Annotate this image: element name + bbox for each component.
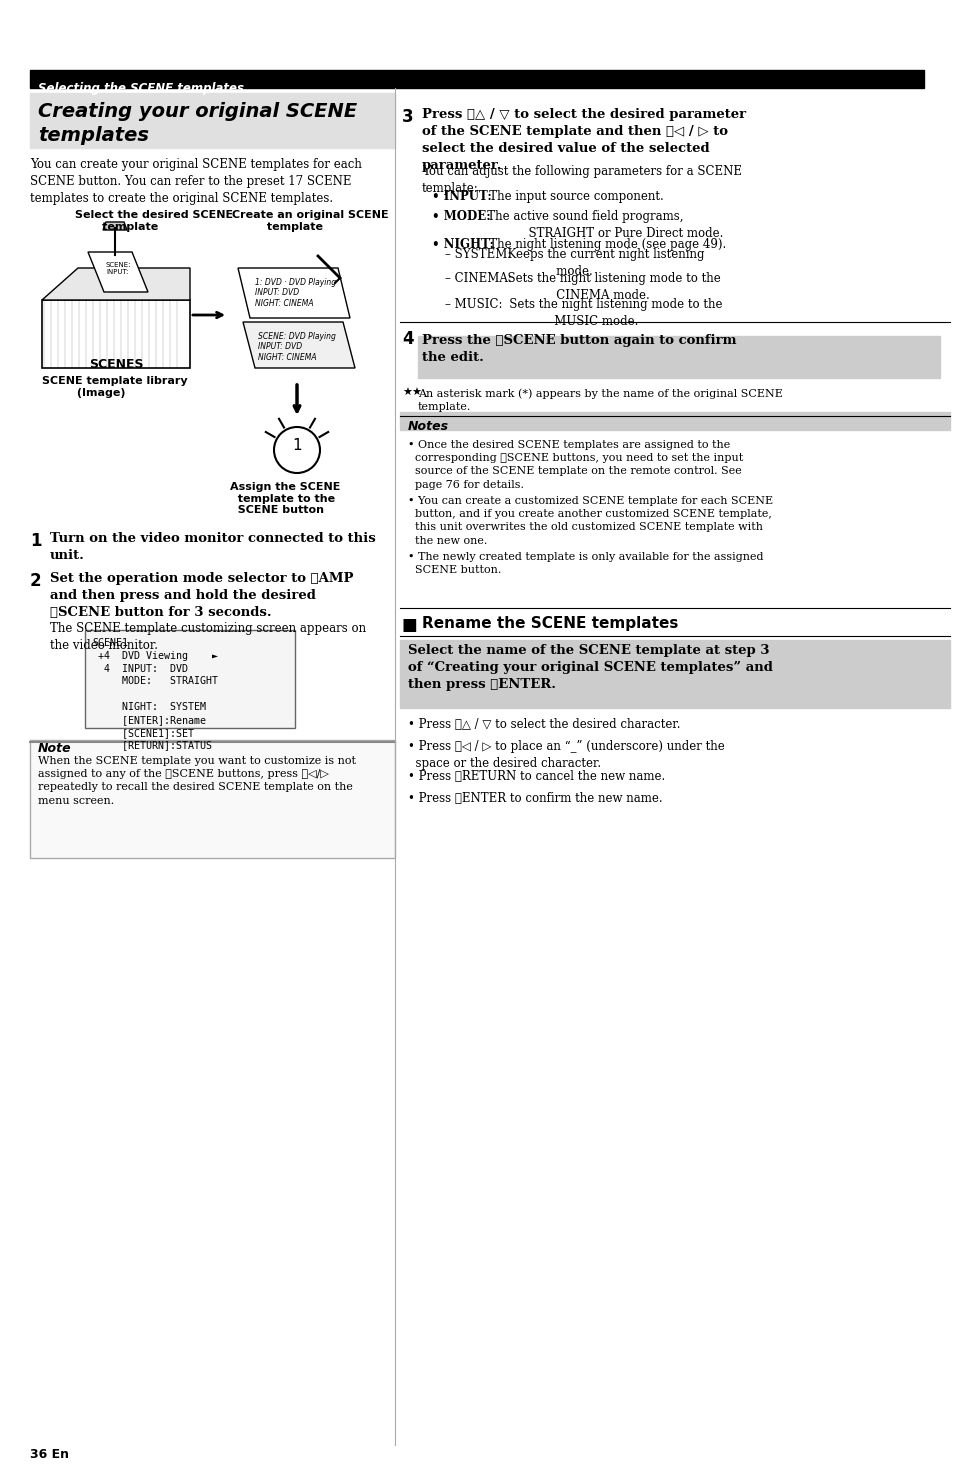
Bar [42,300,190,368]
Text: 4: 4 [401,330,414,349]
Text: You can adjust the following parameters for a SCENE
template:: You can adjust the following parameters … [421,166,741,195]
Bar [85,630,294,728]
Text: SCENE: DVD Playing
INPUT: DVD
NIGHT: CINEMA: SCENE: DVD Playing INPUT: DVD NIGHT: CIN… [257,333,335,362]
Text: Rename the SCENE templates: Rename the SCENE templates [421,615,678,631]
Text: SCENES: SCENES [89,357,143,371]
Text: An asterisk mark (*) appears by the name of the original SCENE
template.: An asterisk mark (*) appears by the name… [417,388,782,412]
Text: • The newly created template is only available for the assigned
  SCENE button.: • The newly created template is only ava… [408,552,762,576]
Text: The input source component.: The input source component. [477,190,663,204]
Text: Press Ⓐ△ / ▽ to select the desired parameter
of the SCENE template and then Ⓐ◁ /: Press Ⓐ△ / ▽ to select the desired param… [421,108,745,171]
Text: • INPUT:: • INPUT: [432,190,491,204]
Bar [399,640,949,708]
Text: SCENE template library
         (Image): SCENE template library (Image) [42,377,188,397]
Text: SCENE:
INPUT:: SCENE: INPUT: [106,262,132,275]
Text: ★★: ★★ [401,388,421,398]
Text: Create an original SCENE
         template: Create an original SCENE template [232,209,388,231]
Text: Sets the night listening mode to the
               MUSIC mode.: Sets the night listening mode to the MUS… [497,297,721,328]
Text: ■: ■ [401,615,417,634]
Text: Notes: Notes [408,420,449,434]
Polygon shape [237,268,350,318]
Text: When the SCENE template you want to customize is not
assigned to any of the ⒶSCE: When the SCENE template you want to cust… [38,756,355,806]
Text: The active sound field programs,
              STRAIGHT or Pure Direct mode.: The active sound field programs, STRAIGH… [476,209,722,240]
Text: Note: Note [38,741,71,754]
Text: Keeps the current night listening
               mode.: Keeps the current night listening mode. [499,248,703,278]
Text: 1: 1 [292,438,301,453]
Text: Press the ⒶSCENE button again to confirm
the edit.: Press the ⒶSCENE button again to confirm… [421,334,736,363]
Text: Set the operation mode selector to ⒶAMP
and then press and hold the desired
ⒶSCE: Set the operation mode selector to ⒶAMP … [50,571,354,620]
Circle shape [274,426,319,473]
Text: • Press Ⓐ◁ / ▷ to place an “_” (underscore) under the
  space or the desired cha: • Press Ⓐ◁ / ▷ to place an “_” (undersco… [408,740,724,771]
Text: 1: 1 [30,532,42,549]
Text: Creating your original SCENE
templates: Creating your original SCENE templates [38,103,356,145]
Bar [30,740,395,858]
Text: The night listening mode (see page 49).: The night listening mode (see page 49). [477,237,725,251]
Text: You can create your original SCENE templates for each
SCENE button. You can refe: You can create your original SCENE templ… [30,158,361,205]
Text: • NIGHT:: • NIGHT: [432,237,494,251]
Text: Assign the SCENE
  template to the
  SCENE button: Assign the SCENE template to the SCENE b… [230,482,340,516]
Text: The SCENE template customizing screen appears on
the video monitor.: The SCENE template customizing screen ap… [50,623,366,652]
Text: – CINEMA:: – CINEMA: [444,272,512,286]
Text: Turn on the video monitor connected to this
unit.: Turn on the video monitor connected to t… [50,532,375,563]
Text: • Press ⒶENTER to confirm the new name.: • Press ⒶENTER to confirm the new name. [408,793,662,804]
Text: Sets the night listening mode to the
               CINEMA mode.: Sets the night listening mode to the CIN… [499,272,720,302]
Polygon shape [88,252,148,292]
Bar [417,335,939,378]
Text: • Once the desired SCENE templates are assigned to the
  corresponding ⒶSCENE bu: • Once the desired SCENE templates are a… [408,440,742,489]
Text: 1: DVD · DVD Playing
INPUT: DVD
NIGHT: CINEMA: 1: DVD · DVD Playing INPUT: DVD NIGHT: C… [254,278,335,308]
Text: – SYSTEM:: – SYSTEM: [444,248,511,261]
Text: – MUSIC:: – MUSIC: [444,297,502,311]
Text: • Press ⒶRETURN to cancel the new name.: • Press ⒶRETURN to cancel the new name. [408,771,664,782]
Text: Select the desired SCENE
       template: Select the desired SCENE template [75,209,233,231]
Text: SCENE1
 +4  DVD Viewing    ►
  4  INPUT:  DVD
     MODE:   STRAIGHT

     NIGHT:: SCENE1 +4 DVD Viewing ► 4 INPUT: DVD MOD… [91,637,218,750]
Text: Select the name of the SCENE template at step 3
of “Creating your original SCENE: Select the name of the SCENE template at… [408,645,772,691]
Text: • You can create a customized SCENE template for each SCENE
  button, and if you: • You can create a customized SCENE temp… [408,497,772,545]
Bar [399,412,949,431]
Bar [30,92,395,148]
Polygon shape [103,223,127,230]
Bar [30,70,923,88]
Text: 2: 2 [30,571,42,590]
Text: • MODE:: • MODE: [432,209,490,223]
Text: 3: 3 [401,108,414,126]
Text: 36 En: 36 En [30,1447,69,1461]
Text: • Press Ⓐ△ / ▽ to select the desired character.: • Press Ⓐ△ / ▽ to select the desired cha… [408,718,679,731]
Text: Selecting the SCENE templates: Selecting the SCENE templates [38,82,244,95]
Polygon shape [243,322,355,368]
Polygon shape [42,268,190,300]
